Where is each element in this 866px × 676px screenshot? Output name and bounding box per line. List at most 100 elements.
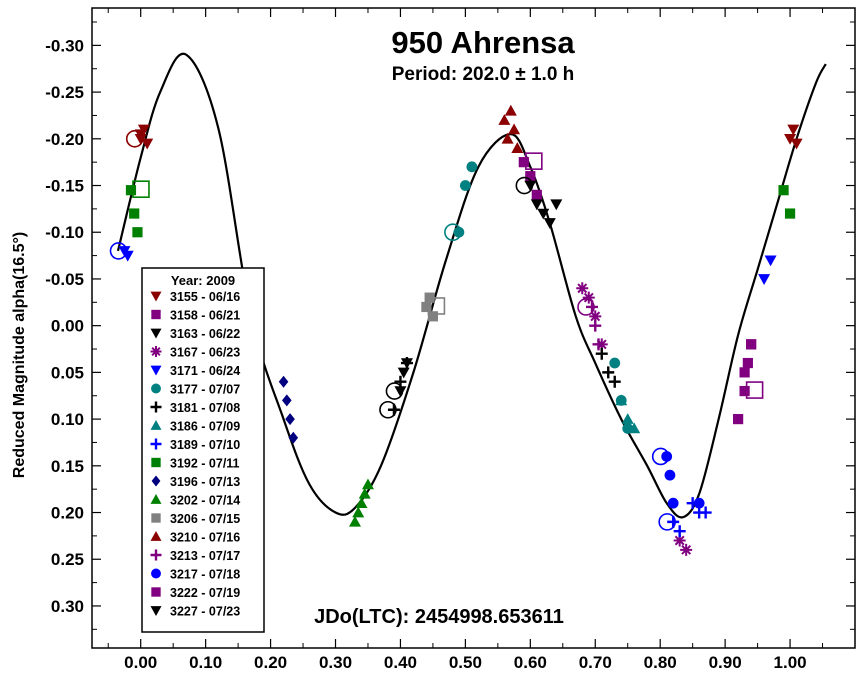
fit-curve-layer — [116, 52, 827, 519]
data-point — [132, 227, 143, 238]
data-point — [746, 339, 757, 350]
legend-marker — [150, 420, 162, 430]
data-point — [661, 451, 673, 462]
data-point — [739, 385, 750, 397]
x-tick-label: 0.00 — [124, 653, 157, 672]
data-point — [543, 218, 556, 229]
data-point — [673, 525, 686, 538]
legend-label: 3213 - 07/17 — [170, 549, 240, 563]
open-circle-marker — [651, 447, 670, 466]
data-point — [524, 180, 537, 192]
data-point — [592, 338, 605, 351]
data-point — [733, 413, 744, 425]
data-point — [352, 506, 365, 518]
data-point — [693, 497, 705, 509]
legend-label: 3192 - 07/11 — [170, 457, 240, 471]
legend-label: 3171 - 06/24 — [170, 364, 240, 378]
legend-marker — [150, 438, 162, 450]
data-point — [129, 208, 140, 219]
y-tick-label: 0.20 — [51, 504, 84, 523]
x-tick-label: 0.80 — [644, 653, 677, 672]
legend-marker — [151, 383, 161, 394]
data-point — [518, 157, 529, 168]
y-tick-label: -0.25 — [45, 83, 84, 102]
data-point — [764, 255, 777, 267]
data-point — [739, 367, 750, 378]
open-circle-marker — [379, 400, 397, 419]
y-axis-label: Reduced Magnitude alpha(16.5°) — [11, 232, 28, 478]
y-tick-label: -0.20 — [45, 130, 84, 149]
data-point — [595, 347, 608, 360]
open-circle-marker — [515, 176, 534, 195]
x-tick-label: 0.70 — [579, 653, 612, 672]
data-point — [285, 413, 295, 426]
open-circle-marker — [385, 382, 404, 400]
data-point — [602, 366, 615, 379]
y-tick-label: 0.15 — [51, 457, 84, 476]
data-point — [501, 132, 514, 144]
data-point — [628, 422, 641, 434]
data-point — [778, 185, 789, 196]
x-tick-label: 1.00 — [774, 653, 807, 672]
data-point — [121, 250, 134, 262]
data-points-layer — [109, 104, 803, 556]
legend-marker — [150, 365, 162, 376]
data-point — [609, 357, 621, 369]
legend-label: 3181 - 07/08 — [170, 401, 240, 415]
data-point — [667, 497, 679, 509]
fit-curve — [116, 52, 827, 519]
epoch-annotation: JDo(LTC): 2454998.653611 — [314, 606, 564, 628]
data-point — [758, 274, 771, 285]
data-point — [348, 515, 361, 527]
y-tick-label: -0.30 — [45, 36, 84, 55]
x-tick-label: 0.30 — [319, 653, 352, 672]
open-square-marker — [525, 152, 543, 170]
legend-marker — [151, 513, 161, 523]
legend-marker — [150, 494, 162, 504]
data-point — [784, 134, 797, 145]
data-point — [586, 300, 599, 313]
data-point — [504, 104, 517, 116]
data-point — [784, 208, 796, 219]
data-point — [531, 189, 542, 200]
data-point — [498, 114, 511, 125]
y-tick-label: -0.15 — [45, 177, 84, 196]
legend-marker — [151, 587, 161, 597]
legend-label: 3202 - 07/14 — [170, 494, 240, 508]
data-point — [608, 375, 621, 388]
legend-label: 3196 - 07/13 — [170, 475, 240, 489]
data-point — [576, 282, 589, 295]
data-point — [400, 358, 413, 370]
chart-subtitle: Period: 202.0 ± 1.0 h — [392, 64, 575, 85]
y-tick-label: 0.30 — [51, 597, 84, 616]
x-tick-label: 0.90 — [709, 653, 742, 672]
data-point — [361, 478, 374, 490]
y-tick-label: 0.10 — [51, 410, 84, 429]
plot-frame — [91, 7, 856, 649]
x-tick-label: 0.50 — [449, 653, 482, 672]
data-point — [134, 129, 147, 141]
data-point — [582, 291, 595, 304]
y-tick-label: 0.05 — [51, 363, 84, 382]
legend-marker — [151, 457, 161, 468]
data-point — [387, 403, 400, 416]
data-point — [355, 497, 368, 508]
data-point — [394, 386, 407, 398]
data-point — [282, 394, 292, 407]
data-point — [621, 413, 634, 424]
legend-label: 3158 - 06/21 — [170, 309, 240, 323]
data-point — [278, 375, 289, 388]
legend-label: 3177 - 07/07 — [170, 383, 240, 397]
legend-label: 3206 - 07/15 — [170, 512, 240, 526]
legend-label: 3217 - 07/18 — [170, 568, 240, 582]
legend-marker — [150, 401, 162, 413]
data-point — [787, 124, 800, 136]
legend-label: 3189 - 07/10 — [170, 438, 240, 452]
legend-marker — [150, 328, 162, 339]
legend-label: 3167 - 06/23 — [170, 346, 240, 360]
data-point — [427, 311, 439, 322]
data-point — [424, 292, 435, 303]
legend-label: 3210 - 07/16 — [170, 531, 240, 545]
chart-title: 950 Ahrensa — [391, 25, 575, 60]
